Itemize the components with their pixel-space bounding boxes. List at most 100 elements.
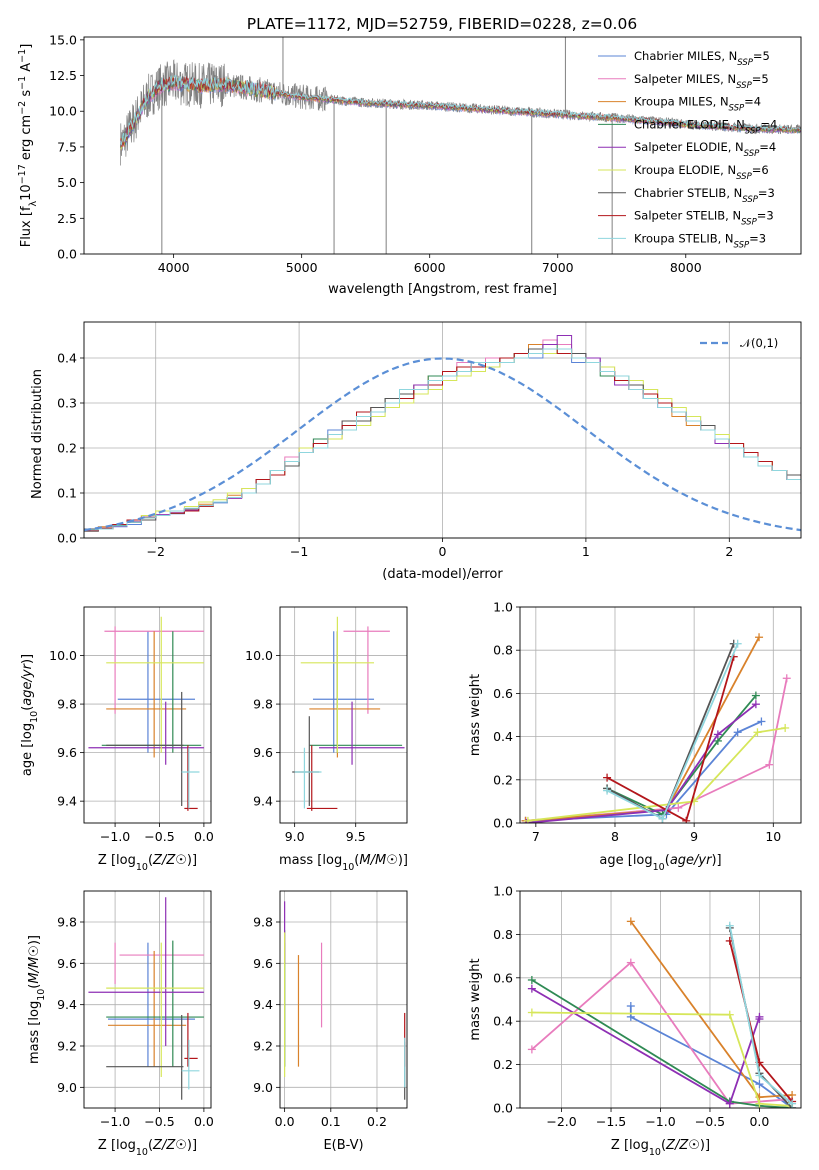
y-tick-label: 9.2 xyxy=(253,1039,273,1054)
legend-entry: Kroupa STELIB, NSSP=3 xyxy=(634,231,766,250)
y-tick-label: 0.0 xyxy=(493,1101,513,1116)
legend-entry: Chabrier STELIB, NSSP=3 xyxy=(634,186,775,205)
mass-weight-line-4 xyxy=(526,703,757,823)
y-tick-label: 0.8 xyxy=(493,927,513,942)
label-part: log xyxy=(27,1001,42,1021)
Z_vs_age-plot xyxy=(88,616,204,811)
x-tick-label: 7 xyxy=(532,829,540,844)
age_vs_massweight-xlabel: age [log10(age/yr)] xyxy=(599,853,721,873)
y-tick-label: 0.6 xyxy=(493,970,513,985)
label-part: mass [ xyxy=(27,1021,42,1064)
y-tick-label: 9.8 xyxy=(253,697,273,712)
label-part: log xyxy=(20,723,35,743)
mass-weight-line-2 xyxy=(630,920,793,1099)
y-tick-label: 9.2 xyxy=(57,1039,77,1054)
legend-sub: SSP xyxy=(745,126,761,136)
y-tick-label: 9.6 xyxy=(253,956,273,971)
Z_vs_mass-frame xyxy=(83,890,212,1109)
label-part: M/M☉ xyxy=(359,853,397,868)
x-tick-label: −0.5 xyxy=(144,829,174,844)
label-part: ( xyxy=(665,853,670,868)
x-tick-label: 9.5 xyxy=(346,829,366,844)
legend-suffix: =5 xyxy=(753,49,770,63)
legend-text: Kroupa STELIB, N xyxy=(634,231,734,245)
Z_vs_mass-xlabel: Z [log10(Z/Z☉)] xyxy=(98,1138,197,1158)
residual-histogram-3 xyxy=(84,344,801,538)
label-part: Z [ xyxy=(98,1138,116,1153)
label-part: 10 xyxy=(36,989,47,1001)
y-tick-label: 0.0 xyxy=(57,247,77,262)
label-part: ] xyxy=(403,853,408,868)
legend-text: Salpeter ELODIE, N xyxy=(634,140,744,154)
y-tick-label: 9.6 xyxy=(253,745,273,760)
y-tick-label: 9.6 xyxy=(57,745,77,760)
x-tick-label: 1 xyxy=(582,544,590,559)
x-tick-label: 8 xyxy=(611,829,619,844)
y-tick-label: 1.0 xyxy=(493,884,513,899)
histogram-ylabel: Normed distribution xyxy=(30,369,45,499)
label-part: ( xyxy=(661,1138,666,1153)
y-tick-label: 9.0 xyxy=(57,1080,77,1095)
label-part: log xyxy=(633,853,653,868)
label-part: ] xyxy=(717,853,722,868)
label-part: age/yr xyxy=(20,662,35,705)
y-tick-label: 1.0 xyxy=(493,600,513,615)
y-tick-label: 0.6 xyxy=(493,686,513,701)
y-tick-label: 0.4 xyxy=(493,729,513,744)
y-tick-label: 9.8 xyxy=(57,697,77,712)
x-tick-label: 8000 xyxy=(670,260,702,275)
y-tick-label: 0.1 xyxy=(57,486,77,501)
label-part: ] xyxy=(705,1138,710,1153)
legend-sub: SSP xyxy=(736,81,752,91)
mass-weight-line-5 xyxy=(531,1011,790,1107)
x-tick-label: −2 xyxy=(146,544,164,559)
label-part: 10 xyxy=(19,184,34,201)
label-part: 10 xyxy=(136,862,148,873)
x-tick-label: 0.1 xyxy=(321,1114,341,1129)
legend-text: Chabrier STELIB, N xyxy=(634,186,742,200)
mass-weight-line-5 xyxy=(527,727,786,822)
x-tick-label: 0 xyxy=(439,544,447,559)
legend-suffix: =6 xyxy=(752,163,769,177)
legend-suffix: =3 xyxy=(758,186,775,200)
legend-entry: Chabrier MILES, NSSP=5 xyxy=(634,49,770,68)
label-part: 10 xyxy=(29,711,40,723)
x-tick-label: 10 xyxy=(765,829,781,844)
age_vs_massweight-frame xyxy=(519,606,802,824)
axes-residual_histograms: −2 −1 0 1 2 0.0 0.1 0.2 0.3 0.4 xyxy=(57,322,801,559)
legend-entry: Salpeter STELIB, NSSP=3 xyxy=(634,209,774,228)
label-part: ) xyxy=(187,853,192,868)
Z_vs_age-frame xyxy=(83,606,212,824)
age_vs_massweight-ylabel: mass weight xyxy=(468,674,483,756)
y-tick-label: 2.5 xyxy=(57,211,77,226)
legend-suffix: =5 xyxy=(752,72,769,86)
spectrum-ylabel: Flux [fλ10−17 erg cm−2 s−1 A−1] xyxy=(17,44,39,248)
figure-title: PLATE=1172, MJD=52759, FIBERID=0228, z=0… xyxy=(247,15,637,33)
label-part: Z/Z☉ xyxy=(152,853,187,868)
label-part: Z/Z☉ xyxy=(665,1138,700,1153)
x-tick-label: −1.5 xyxy=(596,1114,626,1129)
legend-text: Salpeter STELIB, N xyxy=(634,209,741,223)
x-tick-label: 5000 xyxy=(286,260,318,275)
legend-text: Chabrier ELODIE, N xyxy=(634,117,745,131)
x-tick-label: 9.0 xyxy=(285,829,305,844)
label-part: Flux [f xyxy=(19,206,34,247)
x-tick-label: 0.0 xyxy=(194,1114,214,1129)
mass-weight-line-6 xyxy=(606,643,735,820)
age_vs_massweight-plot xyxy=(521,633,791,823)
mass-weight-line-1 xyxy=(525,678,788,822)
y-tick-label: 12.5 xyxy=(49,68,77,83)
label-part: 10 xyxy=(653,862,665,873)
y-tick-label: 9.4 xyxy=(57,997,77,1012)
legend-entry: Salpeter MILES, NSSP=5 xyxy=(634,72,769,91)
label-part: Z [ xyxy=(98,853,116,868)
y-tick-label: 7.5 xyxy=(57,139,77,154)
histogram-frame xyxy=(83,321,802,539)
legend-text: Kroupa ELODIE, N xyxy=(634,163,736,177)
axes-spectrum: 4000 5000 6000 7000 8000 0.0 2.5 5.0 7.5 10.0 12.5… xyxy=(49,32,702,275)
y-tick-label: 9.0 xyxy=(253,1080,273,1095)
x-tick-label: 4000 xyxy=(158,260,190,275)
histogram-xlabel: (data-model)/error xyxy=(382,567,503,582)
Z_vs_massweight-frame xyxy=(519,890,802,1109)
